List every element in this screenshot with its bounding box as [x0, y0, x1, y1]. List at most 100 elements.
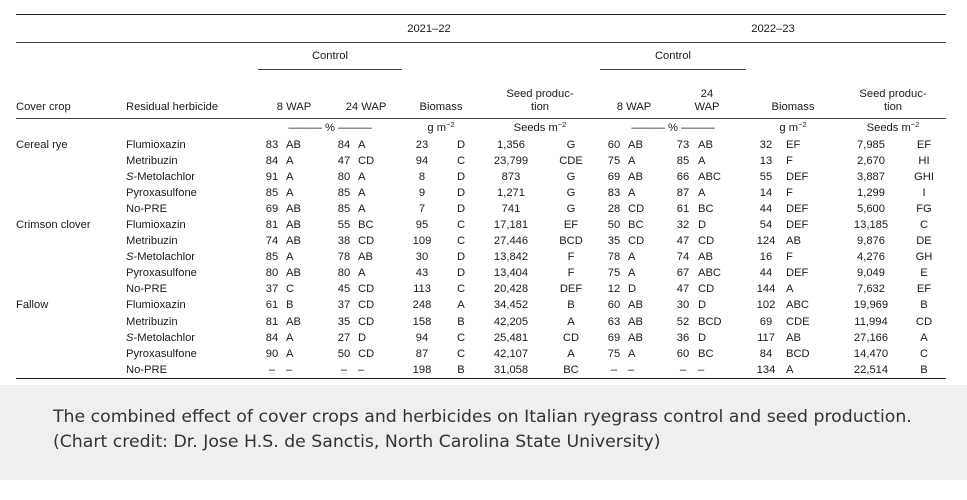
letter-group-cell: D — [456, 170, 466, 183]
letter-group-cell: C — [456, 219, 466, 232]
value-cell: 36 — [676, 331, 690, 344]
letter-group-cell: B — [286, 299, 294, 312]
value-cell: 23 — [415, 138, 429, 151]
control-header-y1: Control — [258, 42, 402, 70]
letter-group-cell: A — [358, 186, 366, 199]
value-cell: 32 — [759, 138, 773, 151]
herbicide-cell: No-PRE — [126, 282, 258, 298]
table-row: Pyroxasulfone 80 AB 80 A 43 D 13,404 F 75 A 67 ABC 44… — [16, 266, 946, 282]
table-row: S-Metolachlor 91 A 80 A 8 D 873 G 69 AB 66 ABC 55 DEF 3… — [16, 169, 946, 185]
letter-group-cell: B — [567, 299, 575, 312]
herbicide-cell: S-Metolachlor — [126, 169, 258, 185]
value-cell: 78 — [337, 251, 351, 264]
letter-group-cell: C — [456, 235, 466, 248]
value-cell: 42,107 — [493, 347, 529, 360]
letter-group-cell: D — [698, 331, 707, 344]
value-cell: 124 — [756, 235, 776, 248]
letter-group-cell: A — [786, 283, 794, 296]
letter-group-cell: AB — [286, 138, 301, 151]
letter-group-cell: A — [567, 315, 575, 328]
value-cell: 2,670 — [857, 154, 885, 167]
herbicide-name: No-PRE — [126, 202, 168, 215]
value-cell: 11,994 — [854, 315, 888, 328]
wap24-header-y1: 24 WAP — [330, 69, 402, 119]
herbicide-name: Pyroxasulfone — [126, 267, 197, 280]
value-cell: 44 — [759, 202, 773, 215]
value-cell: 13,185 — [853, 219, 889, 232]
letter-group-cell: F — [786, 251, 793, 264]
letter-group-cell: ABC — [698, 267, 722, 280]
cover-crop-cell — [16, 266, 126, 282]
letter-group-cell: AB — [698, 138, 713, 151]
letter-group-cell: DEF — [786, 170, 809, 183]
value-cell: 35 — [607, 235, 621, 248]
letter-group-cell: AB — [628, 170, 643, 183]
value-cell: 32 — [676, 219, 690, 232]
figure-caption: The combined effect of cover crops and h… — [0, 385, 967, 480]
value-cell: 23,799 — [493, 154, 529, 167]
herbicide-cell: Metribuzin — [126, 234, 258, 250]
value-cell: 741 — [501, 202, 521, 215]
biomass-unit-y1: g m−2 — [427, 119, 455, 134]
letter-group-cell: CD — [628, 202, 645, 215]
value-cell: 25,481 — [493, 331, 529, 344]
value-cell: 84 — [337, 138, 351, 151]
value-cell: 34,452 — [493, 299, 529, 312]
wap8-header-y2: 8 WAP — [600, 69, 668, 119]
cover-crop-cell — [16, 153, 126, 169]
cover-crop-header: Cover crop — [16, 69, 126, 119]
letter-group-cell: C — [456, 347, 466, 360]
value-cell: 87 — [676, 186, 690, 199]
table-row: S-Metolachlor 84 A 27 D 94 C 25,481 CD 69 AB 36 D 117… — [16, 330, 946, 346]
cover-crop-cell — [16, 314, 126, 330]
control-header-y2: Control — [600, 42, 746, 70]
value-cell: 37 — [337, 299, 351, 312]
letter-group-cell: AB — [628, 299, 643, 312]
year-header-2021-22: 2021–22 — [407, 22, 451, 35]
value-cell: 44 — [759, 267, 773, 280]
herbicide-cell: Pyroxasulfone — [126, 346, 258, 362]
value-cell: 28 — [607, 202, 621, 215]
value-cell: 158 — [412, 315, 432, 328]
letter-group-cell: F — [786, 154, 793, 167]
value-cell: 84 — [265, 331, 279, 344]
value-cell: – — [668, 362, 698, 380]
letter-group-cell: C — [919, 347, 929, 360]
value-cell: 43 — [415, 267, 429, 280]
table-row: No-PRE 69 AB 85 A 7 D 741 G 28 CD 61 BC 44 DEF 5,600 FG — [16, 201, 946, 217]
value-cell: 69 — [607, 331, 621, 344]
letter-group-cell: A — [628, 267, 636, 280]
value-cell: 1,271 — [497, 186, 525, 199]
value-cell: 84 — [265, 154, 279, 167]
seeds-unit-y2: Seeds m−2 — [866, 119, 920, 134]
letter-group-cell: CDE — [786, 315, 810, 328]
letter-group-cell: D — [456, 186, 466, 199]
wap24-header-y2: 24 WAP — [668, 69, 746, 119]
letter-group-cell: GHI — [914, 170, 934, 183]
value-cell: 61 — [265, 299, 279, 312]
value-cell: 74 — [265, 235, 279, 248]
herbicide-cell: S-Metolachlor — [126, 330, 258, 346]
table-row: Pyroxasulfone 85 A 85 A 9 D 1,271 G 83 A 87 A 14 F 1,29… — [16, 185, 946, 201]
herbicide-name: No-PRE — [126, 283, 168, 296]
value-cell: 69 — [759, 315, 773, 328]
table-row: No-PRE – – – –198 B 31,058 BC – – – –134 A 22,514 B — [16, 362, 946, 380]
letter-group-cell: AB — [628, 138, 643, 151]
cover-crop-cell: Cereal rye — [16, 138, 68, 151]
value-cell: 94 — [415, 331, 429, 344]
herbicide-name: Pyroxasulfone — [126, 347, 197, 360]
value-cell: 45 — [337, 283, 351, 296]
value-cell: 9,049 — [857, 267, 885, 280]
letter-group-cell: A — [358, 170, 366, 183]
letter-group-cell: C — [456, 154, 466, 167]
herbicide-cell: Flumioxazin — [126, 217, 258, 233]
letter-group-cell: A — [628, 347, 636, 360]
cover-crop-cell — [16, 169, 126, 185]
herbicide-cell: S-Metolachlor — [126, 250, 258, 266]
value-cell: 84 — [759, 347, 773, 360]
value-cell: 54 — [759, 219, 773, 232]
herbicide-cell: Flumioxazin — [126, 298, 258, 314]
herbicide-name: Flumioxazin — [126, 219, 186, 232]
value-cell: 37 — [265, 283, 279, 296]
letter-group-cell: A — [628, 251, 636, 264]
